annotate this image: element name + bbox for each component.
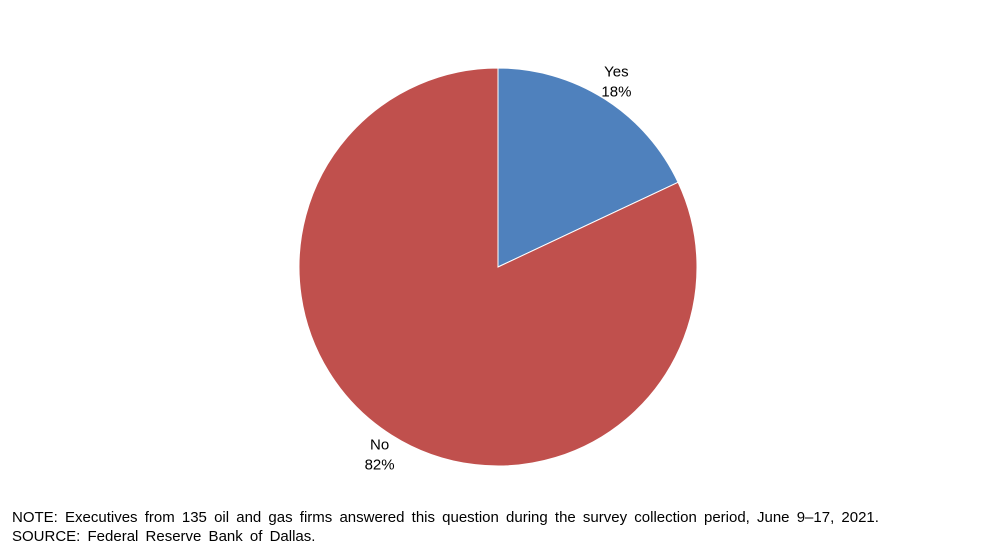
pie-chart: Yes 18% No 82% — [298, 63, 698, 474]
pie-label-value: 18% — [601, 83, 631, 100]
pie-label-value: 82% — [365, 457, 395, 474]
pie-slice-yes — [497, 67, 679, 268]
note-text: NOTE: Executives from 135 oil and gas fi… — [12, 509, 879, 526]
chart-notes: NOTE: Executives from 135 oil and gas fi… — [12, 508, 987, 546]
pie-slices — [298, 67, 698, 467]
pie-label-yes: Yes 18% — [601, 63, 631, 100]
pie-labels: Yes 18% No 82% — [365, 63, 632, 473]
pie-slice-no — [298, 67, 698, 467]
source-text: SOURCE: Federal Reserve Bank of Dallas. — [12, 528, 316, 545]
pie-label-name: No — [370, 437, 389, 454]
pie-label-no: No 82% — [365, 437, 395, 474]
pie-label-name: Yes — [604, 63, 628, 80]
